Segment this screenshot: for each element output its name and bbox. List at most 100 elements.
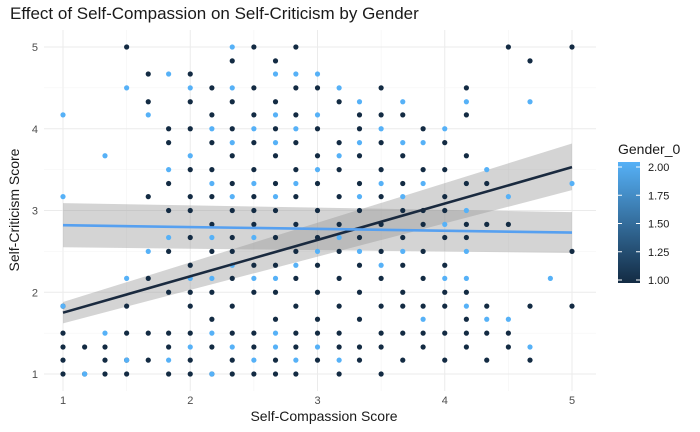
data-point-gender-1: [209, 221, 215, 227]
data-point-gender-1: [378, 112, 384, 118]
data-point-gender-1: [293, 275, 299, 281]
data-point-gender-1: [400, 357, 406, 363]
data-point-gender-1: [356, 126, 363, 132]
data-point-gender-1: [463, 234, 469, 241]
data-point-gender-1: [442, 289, 448, 295]
data-point-gender-1: [505, 44, 511, 50]
data-point-gender-1: [272, 207, 279, 214]
data-point-gender-1: [229, 357, 235, 363]
data-point-gender-1: [569, 303, 575, 309]
data-point-gender-2: [356, 248, 363, 254]
data-point-gender-2: [314, 167, 321, 173]
data-point-gender-1: [166, 140, 172, 146]
data-point-gender-2: [166, 234, 172, 241]
data-point-gender-2: [124, 275, 130, 281]
x-tick-label: 4: [442, 395, 448, 407]
data-point-gender-1: [251, 207, 257, 214]
data-point-gender-1: [166, 344, 172, 350]
data-point-gender-1: [420, 167, 426, 173]
regression-line-gender-2: [62, 223, 573, 234]
data-point-gender-1: [569, 248, 575, 254]
data-point-gender-2: [272, 140, 279, 146]
data-point-gender-1: [400, 262, 406, 268]
data-point-gender-1: [229, 330, 235, 336]
data-point-gender-1: [124, 303, 130, 309]
data-point-gender-1: [60, 371, 66, 377]
regression-line-gender-1: [62, 165, 573, 314]
data-point-gender-1: [209, 167, 215, 173]
data-point-gender-1: [484, 330, 490, 336]
data-point-gender-2: [124, 357, 130, 363]
data-point-gender-1: [378, 85, 384, 91]
data-point-gender-1: [166, 180, 172, 187]
data-point-gender-1: [82, 344, 88, 350]
x-tick-label: 1: [60, 395, 66, 407]
x-tick-label: 2: [187, 395, 193, 407]
data-point-gender-1: [378, 248, 384, 254]
data-point-gender-1: [187, 371, 193, 377]
data-point-gender-1: [272, 234, 279, 241]
data-point-gender-2: [293, 357, 299, 363]
data-point-gender-1: [463, 316, 469, 322]
data-point-gender-1: [293, 330, 299, 336]
data-point-gender-2: [400, 248, 406, 254]
data-point-gender-1: [463, 330, 469, 336]
data-point-gender-1: [569, 44, 575, 50]
data-point-gender-1: [145, 357, 151, 363]
data-point-gender-1: [378, 371, 384, 377]
data-point-gender-2: [60, 194, 66, 200]
data-point-gender-1: [400, 207, 406, 214]
data-point-gender-1: [293, 167, 299, 173]
data-point-gender-1: [420, 344, 426, 350]
data-point-gender-2: [527, 344, 533, 350]
data-point-gender-2: [272, 112, 279, 118]
data-point-gender-1: [187, 357, 193, 363]
data-point-gender-1: [463, 344, 469, 350]
data-point-gender-1: [336, 99, 342, 105]
data-point-gender-2: [400, 99, 406, 105]
data-point-gender-2: [293, 262, 299, 268]
y-tick-label: 4: [32, 124, 38, 136]
data-point-gender-2: [420, 316, 426, 322]
x-axis-ticks: 1 2 3 4 5: [60, 395, 575, 407]
data-point-gender-1: [293, 140, 299, 146]
data-point-gender-1: [400, 330, 406, 336]
data-point-gender-1: [356, 180, 363, 187]
legend-label: 1.25: [648, 247, 669, 259]
data-point-gender-1: [229, 153, 235, 159]
data-point-gender-1: [420, 275, 426, 281]
data-point-gender-1: [463, 180, 469, 187]
data-point-gender-1: [356, 289, 363, 295]
data-point-gender-1: [145, 275, 151, 281]
data-point-gender-1: [293, 303, 299, 309]
data-point-gender-2: [314, 112, 321, 118]
y-tick-label: 5: [32, 42, 38, 54]
data-point-gender-2: [293, 180, 299, 187]
data-point-gender-1: [145, 194, 151, 200]
data-point-gender-1: [187, 207, 193, 214]
data-point-gender-1: [60, 330, 66, 336]
data-point-gender-1: [420, 221, 426, 227]
data-point-gender-1: [293, 112, 299, 118]
data-point-gender-1: [378, 194, 384, 200]
data-point-gender-1: [442, 167, 448, 173]
data-point-gender-1: [356, 112, 363, 118]
legend-title: Gender_0: [618, 141, 680, 157]
data-point-gender-1: [209, 316, 215, 322]
data-point-gender-1: [442, 303, 448, 309]
data-point-gender-1: [463, 221, 469, 227]
data-point-gender-2: [209, 234, 215, 241]
data-point-gender-1: [209, 289, 215, 295]
data-point-gender-2: [166, 167, 172, 173]
data-point-gender-1: [293, 371, 299, 377]
data-point-gender-2: [336, 234, 342, 241]
y-axis-ticks: 1 2 3 4 5: [32, 42, 38, 381]
x-tick-label: 3: [314, 395, 320, 407]
data-point-gender-1: [420, 248, 426, 254]
data-point-gender-1: [229, 248, 235, 254]
data-point-gender-1: [484, 221, 490, 227]
data-point-gender-2: [251, 357, 257, 363]
data-point-gender-2: [463, 303, 469, 309]
data-point-gender-2: [484, 316, 490, 322]
data-point-gender-1: [187, 303, 193, 309]
